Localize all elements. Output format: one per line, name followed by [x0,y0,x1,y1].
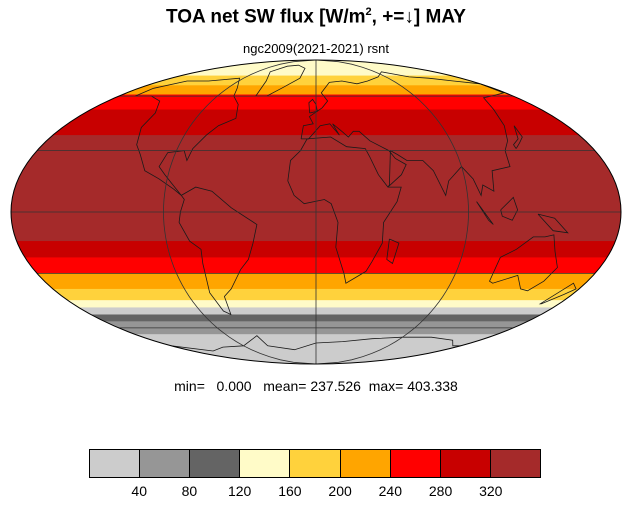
map-title: TOA net SW flux [W/m2, +=↓] MAY [166,6,466,28]
colorbar-cell [190,450,241,477]
map-subtitle: ngc2009(2021-2021) rsnt [243,41,389,56]
colorbar-tick-label: 320 [479,483,503,499]
colorbar-tick-label: 40 [131,483,148,499]
colorbar-cell [440,450,491,477]
coastline [488,234,558,292]
coastline [513,125,523,149]
colorbar-cell [240,450,291,477]
coastline [538,282,577,305]
coastline [537,213,569,234]
stats-line: min= 0.000 mean= 237.526 max= 403.338 [174,378,458,394]
colorbar-tick-label: 240 [378,483,403,499]
meridian-line [163,60,317,364]
coastline [500,196,519,221]
coastline [134,77,241,196]
coastline [287,136,402,284]
colorbar-cell [140,450,191,477]
colorbar-cell [490,450,540,477]
coastline [300,71,511,197]
colorbar-tick-label: 80 [181,483,198,499]
colorbar-tick-label: 280 [428,483,453,499]
colorbar-cell [340,450,391,477]
colorbar-ticks: 40 80 120 160 200 240 280 320 [89,483,541,501]
colorbar-tick-label: 120 [227,483,252,499]
colorbar-cell [390,450,441,477]
colorbar [89,449,541,478]
colorbar-tick-label: 160 [278,483,302,499]
colorbar-tick-label: 200 [328,483,352,499]
coastline [386,238,400,265]
coastline [178,186,258,316]
map-border [10,59,622,365]
continent-outlines [134,64,577,352]
colorbar-cell [90,450,141,477]
coastline [476,201,494,225]
graticule [11,60,621,364]
meridian-line [315,60,469,364]
colorbar-cell [290,450,341,477]
coastline [255,64,306,97]
